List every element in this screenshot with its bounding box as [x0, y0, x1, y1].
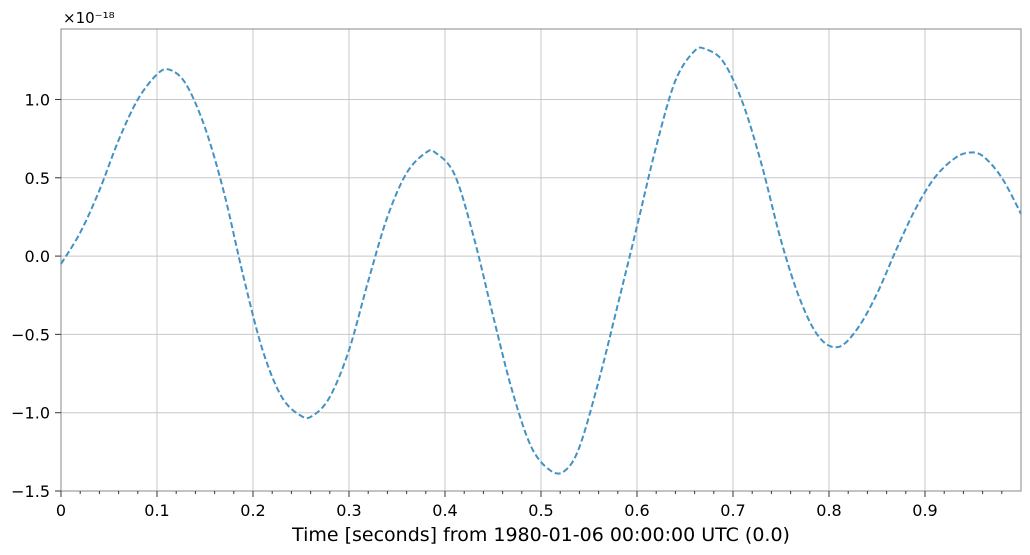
x-tick-label: 0.5 — [528, 501, 553, 520]
y-tick-label: 0.5 — [25, 169, 50, 188]
x-tick-label: 0.1 — [144, 501, 169, 520]
x-tick-label: 0 — [56, 501, 66, 520]
y-tick-label: −1.0 — [11, 404, 50, 423]
y-tick-label: 0.0 — [25, 247, 50, 266]
series-line-0 — [60, 46, 1022, 475]
x-tick-label: 0.2 — [240, 501, 265, 520]
x-tick-label: 0.9 — [912, 501, 937, 520]
series-layer — [60, 46, 1022, 475]
y-tick-label: −0.5 — [11, 325, 50, 344]
x-axis-label: Time [seconds] from 1980-01-06 00:00:00 … — [291, 524, 790, 546]
x-tick-label: 0.3 — [336, 501, 361, 520]
y-offset-label: ×10⁻¹⁸ — [63, 9, 115, 27]
y-axis: 1.0 0.5 0.0 −0.5 −1.0 −1.5 — [11, 90, 61, 501]
x-tick-label: 0.6 — [624, 501, 649, 520]
gridlines — [61, 29, 1021, 491]
x-tick-label: 0.7 — [720, 501, 745, 520]
x-tick-label: 0.8 — [816, 501, 841, 520]
x-axis: 0 0.1 0.2 0.3 0.4 0.5 0.6 0.7 0.8 0.9 — [56, 491, 1003, 520]
y-tick-label: −1.5 — [11, 482, 50, 501]
x-tick-label: 0.4 — [432, 501, 457, 520]
y-tick-label: 1.0 — [25, 90, 50, 109]
